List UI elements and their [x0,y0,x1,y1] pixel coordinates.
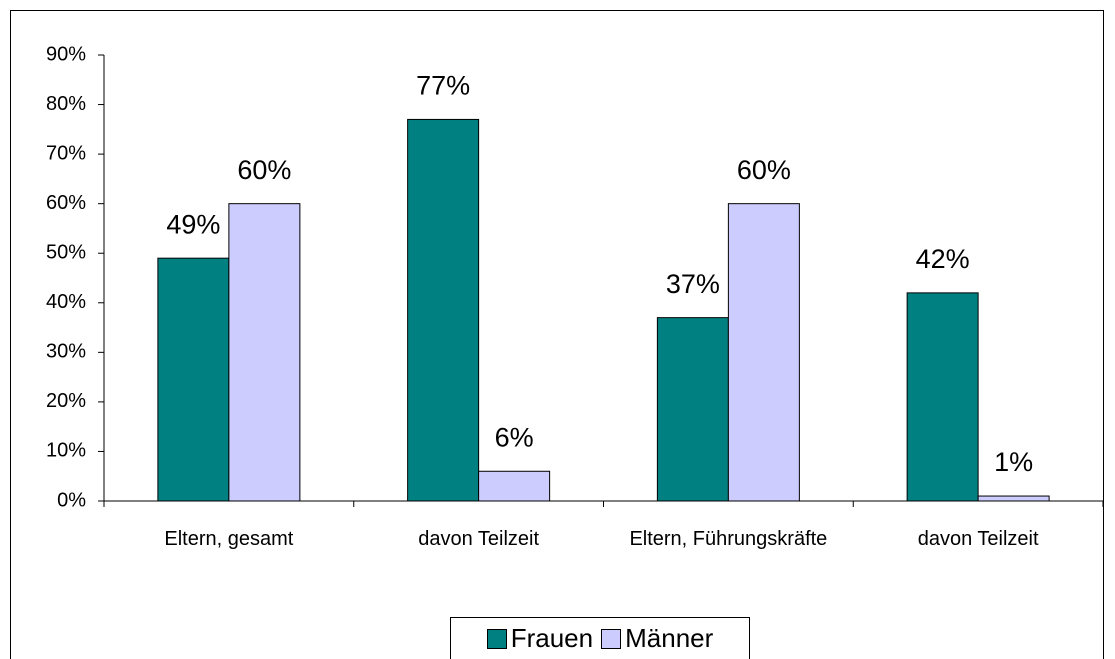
data-label: 49% [166,209,220,239]
y-tick-label: 30% [46,341,86,363]
y-tick-label: 50% [46,242,86,264]
data-label: 6% [495,422,534,452]
x-tick-label: Eltern, Führungskräfte [629,528,828,550]
x-tick-label: davon Teilzeit [418,528,540,550]
chart-frame [10,10,1104,659]
y-tick-label: 70% [46,142,86,164]
y-tick-label: 60% [46,192,86,214]
y-tick-label: 40% [46,291,86,313]
y-tick-label: 10% [46,440,86,462]
legend-item: Männer [601,623,713,654]
x-tick-label: Eltern, gesamt [164,528,294,550]
data-label: 77% [416,71,470,101]
legend-item: Frauen [486,623,594,654]
bar [727,203,800,502]
data-label: 60% [237,155,291,185]
data-label: 42% [916,244,970,274]
legend-swatch [601,628,622,649]
bar [407,118,480,502]
data-label: 37% [666,269,720,299]
y-tick-label: 90% [46,43,86,65]
legend: Frauen Männer [450,617,750,659]
x-tick-label: davon Teilzeit [917,528,1039,550]
data-label: 1% [994,447,1033,477]
bar [478,470,551,502]
data-label: 60% [737,155,791,185]
legend-label: Frauen [510,623,594,653]
bar [656,317,729,502]
bar [228,203,301,502]
legend-label: Männer [625,623,714,653]
bar [157,257,230,502]
y-tick-label: 0% [57,489,86,511]
bar [906,292,979,502]
y-tick-label: 20% [46,390,86,412]
legend-swatch [486,628,507,649]
bar [977,495,1050,502]
y-tick-label: 80% [46,93,86,115]
